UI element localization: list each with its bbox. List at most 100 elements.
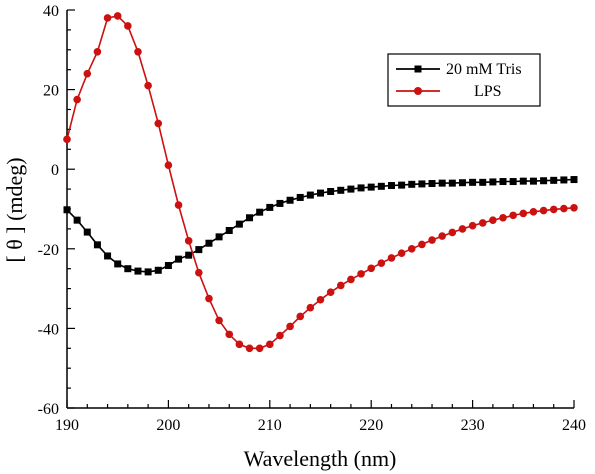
x-tick-label: 190 [55,417,79,434]
data-point [316,295,325,304]
data-point [478,219,487,227]
data-point [73,216,81,224]
data-point [266,203,274,211]
data-point [407,245,416,253]
data-point [114,260,122,268]
data-point [255,344,264,353]
data-point [134,47,142,56]
y-tick-label: -20 [38,242,59,259]
data-point [499,213,507,222]
data-point [428,236,436,244]
data-point [317,189,324,197]
data-point [468,221,477,230]
x-tick-label: 220 [359,417,383,434]
data-point [479,178,487,186]
data-point [367,264,376,273]
data-point [164,161,173,170]
data-point [357,184,365,192]
data-point [428,180,436,188]
legend-item: 20 mM Tris [396,61,522,78]
data-point [357,270,365,278]
data-point [326,288,335,296]
legend-marker [414,87,422,95]
data-point [347,275,355,284]
data-point [113,12,122,20]
x-tick-label: 210 [258,417,282,434]
data-point [306,303,315,312]
data-point [529,177,537,185]
data-point [489,216,497,224]
data-point [387,182,395,190]
legend-label: LPS [474,83,502,100]
data-point [124,22,132,30]
data-point [377,182,385,190]
legend-box [387,53,541,107]
data-point [549,205,558,214]
data-point [286,322,294,331]
data-point [347,185,355,193]
data-point [560,204,568,213]
data-point [377,259,386,267]
data-point [215,233,223,241]
data-point [73,95,81,104]
legend: 20 mM Tris LPS [387,53,541,107]
data-point [540,177,548,185]
data-point [499,178,507,186]
data-point [286,196,294,204]
y-tick-label: -40 [38,321,59,338]
y-axis-title: [ θ ] (mdeg) [2,157,27,262]
data-point [225,226,233,234]
data-point [529,207,538,216]
data-point [448,179,456,187]
data-point [164,262,172,270]
data-point [337,186,345,194]
data-point [570,176,578,184]
data-point [144,81,152,90]
data-point [93,47,102,56]
data-point [296,312,305,321]
data-point [509,178,517,186]
data-point [509,211,517,220]
data-point [63,135,71,144]
data-point [184,237,193,245]
data-point [174,201,183,209]
data-point [519,177,527,185]
data-point [306,191,314,199]
x-tick-label: 200 [156,417,180,434]
data-point [519,209,528,218]
x-axis-title: Wavelength (nm) [244,446,397,471]
y-tick-label: -60 [38,401,59,418]
data-point [205,294,213,303]
series-layer [63,12,578,353]
data-point [276,199,284,207]
data-point [154,266,162,274]
data-point [418,180,426,188]
data-point [185,251,193,259]
data-point [195,268,203,277]
data-point [235,340,244,349]
data-point [489,178,497,186]
data-point [215,316,223,325]
x-tick-label: 230 [461,417,485,434]
data-point [408,180,416,188]
data-point [195,246,203,254]
data-point [205,239,213,247]
data-point [154,119,163,128]
data-point [124,265,132,273]
data-point [458,225,467,233]
data-point [63,206,71,214]
data-point [458,179,466,187]
data-point [225,330,234,339]
legend-marker [414,65,422,73]
data-point [103,14,112,22]
data-point [83,228,91,236]
data-point [175,255,183,263]
data-point [560,176,568,184]
data-point [246,214,254,222]
data-point [550,176,558,184]
y-tick-label: 20 [43,83,59,100]
data-point [256,208,264,216]
data-point [469,178,477,186]
legend-item: LPS [396,83,502,100]
